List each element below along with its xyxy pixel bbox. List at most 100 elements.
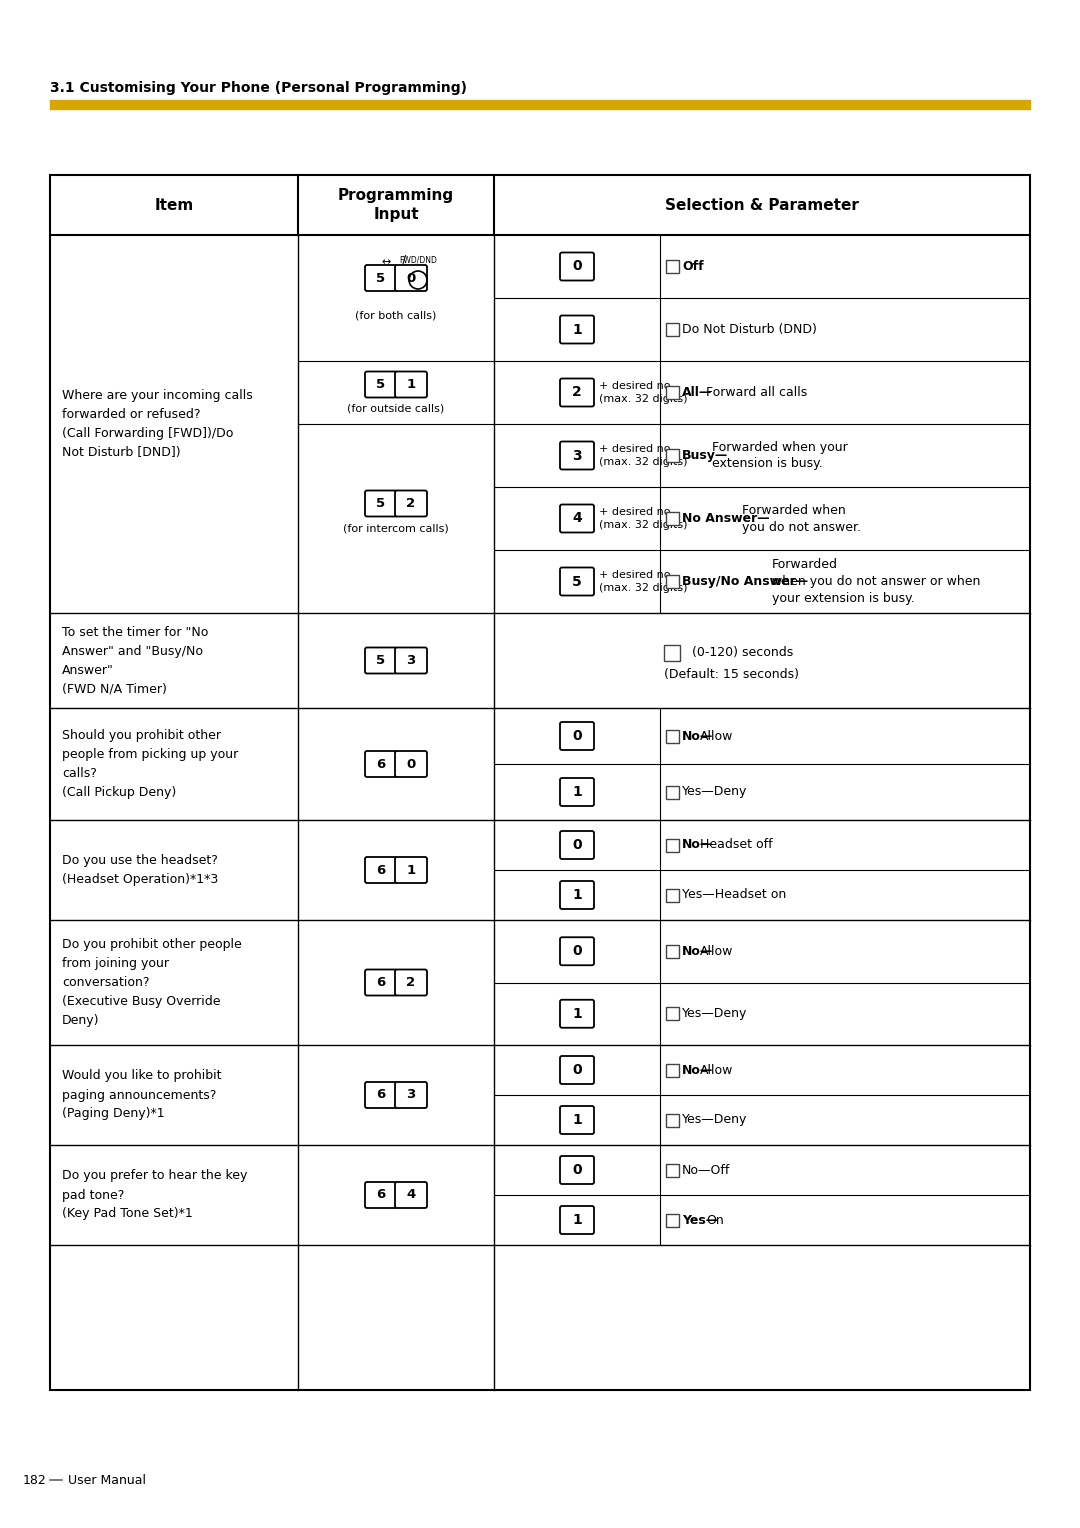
Text: 2: 2: [406, 497, 416, 510]
Text: Do you prohibit other people
from joining your
conversation?
(Executive Busy Ove: Do you prohibit other people from joinin…: [62, 938, 242, 1027]
Text: 6: 6: [376, 1189, 386, 1201]
Bar: [665, 785, 678, 799]
Text: FWD/DND: FWD/DND: [400, 255, 437, 264]
Text: Selection & Parameter: Selection & Parameter: [665, 197, 859, 212]
Text: 1: 1: [406, 863, 416, 877]
Text: Yes—: Yes—: [681, 1213, 718, 1227]
FancyBboxPatch shape: [561, 723, 594, 750]
Text: 3.1 Customising Your Phone (Personal Programming): 3.1 Customising Your Phone (Personal Pro…: [50, 81, 467, 95]
Text: ↔: ↔: [381, 257, 391, 267]
Text: 1: 1: [572, 1112, 582, 1128]
Text: Allow: Allow: [700, 1063, 733, 1077]
Text: /: /: [402, 254, 406, 266]
Text: Yes—Deny: Yes—Deny: [681, 785, 747, 799]
Bar: [665, 322, 678, 336]
Text: 6: 6: [376, 1088, 386, 1102]
Text: 0: 0: [406, 272, 416, 284]
Text: (Default: 15 seconds): (Default: 15 seconds): [664, 668, 799, 681]
Text: Forwarded when your
extension is busy.: Forwarded when your extension is busy.: [712, 440, 848, 471]
Text: 2: 2: [572, 385, 582, 399]
FancyBboxPatch shape: [561, 1206, 594, 1235]
Text: Forwarded when
you do not answer.: Forwarded when you do not answer.: [742, 504, 861, 533]
Text: All—: All—: [681, 387, 712, 399]
Text: No—: No—: [681, 839, 713, 851]
FancyBboxPatch shape: [365, 648, 397, 674]
Text: 5: 5: [377, 654, 386, 668]
FancyBboxPatch shape: [395, 750, 427, 778]
Text: 6: 6: [376, 863, 386, 877]
FancyBboxPatch shape: [561, 1106, 594, 1134]
Text: 1: 1: [572, 785, 582, 799]
Text: + desired no.
(max. 32 digits): + desired no. (max. 32 digits): [599, 507, 688, 530]
FancyBboxPatch shape: [365, 750, 397, 778]
FancyBboxPatch shape: [395, 648, 427, 674]
Text: Do you prefer to hear the key
pad tone?
(Key Pad Tone Set)*1: Do you prefer to hear the key pad tone? …: [62, 1169, 247, 1221]
Bar: [665, 944, 678, 958]
Text: 182: 182: [23, 1473, 46, 1487]
FancyBboxPatch shape: [561, 937, 594, 966]
Text: 5: 5: [377, 377, 386, 391]
Text: Yes—Deny: Yes—Deny: [681, 1007, 747, 1021]
FancyBboxPatch shape: [365, 264, 397, 290]
Text: Off: Off: [681, 260, 704, 274]
Text: 1: 1: [572, 1007, 582, 1021]
Text: Do Not Disturb (DND): Do Not Disturb (DND): [681, 322, 816, 336]
Text: No—: No—: [681, 1063, 713, 1077]
Text: 0: 0: [572, 837, 582, 853]
FancyBboxPatch shape: [395, 1183, 427, 1209]
FancyBboxPatch shape: [561, 831, 594, 859]
Text: 3: 3: [406, 654, 416, 668]
Text: Forward all calls: Forward all calls: [706, 387, 807, 399]
Text: Allow: Allow: [700, 729, 733, 743]
FancyBboxPatch shape: [365, 371, 397, 397]
Text: + desired no.
(max. 32 digits): + desired no. (max. 32 digits): [599, 570, 688, 593]
Text: 0: 0: [572, 1063, 582, 1077]
Text: + desired no.
(max. 32 digits): + desired no. (max. 32 digits): [599, 380, 688, 403]
FancyBboxPatch shape: [365, 1183, 397, 1209]
Text: + desired no.
(max. 32 digits): + desired no. (max. 32 digits): [599, 445, 688, 468]
Bar: [50, 176, 1030, 1390]
FancyBboxPatch shape: [561, 882, 594, 909]
Text: 2: 2: [406, 976, 416, 989]
FancyBboxPatch shape: [365, 490, 397, 516]
Text: 1: 1: [572, 888, 582, 902]
Text: (0-120) seconds: (0-120) seconds: [692, 646, 793, 659]
Bar: [665, 575, 678, 588]
Text: Busy—: Busy—: [681, 449, 728, 461]
Bar: [665, 1213, 678, 1227]
Text: 0: 0: [572, 729, 582, 743]
FancyBboxPatch shape: [365, 857, 397, 883]
Bar: [665, 512, 678, 526]
FancyBboxPatch shape: [365, 1082, 397, 1108]
Text: (for intercom calls): (for intercom calls): [343, 524, 449, 533]
FancyBboxPatch shape: [561, 379, 594, 406]
Text: Yes—Deny: Yes—Deny: [681, 1114, 747, 1126]
Bar: [665, 449, 678, 461]
FancyBboxPatch shape: [395, 1082, 427, 1108]
FancyBboxPatch shape: [561, 778, 594, 805]
Text: Item: Item: [154, 197, 193, 212]
Text: No—: No—: [681, 729, 713, 743]
FancyBboxPatch shape: [561, 504, 594, 532]
Bar: [50, 99, 1030, 108]
Bar: [665, 1114, 678, 1126]
Text: Allow: Allow: [700, 944, 733, 958]
Text: 0: 0: [572, 944, 582, 958]
FancyBboxPatch shape: [395, 264, 427, 290]
Bar: [665, 1007, 678, 1021]
Text: Yes—Headset on: Yes—Headset on: [681, 888, 786, 902]
Text: To set the timer for "No
Answer" and "Busy/No
Answer"
(FWD N/A Timer): To set the timer for "No Answer" and "Bu…: [62, 625, 208, 695]
Text: 4: 4: [572, 512, 582, 526]
Text: (for both calls): (for both calls): [355, 312, 436, 321]
Text: Should you prohibit other
people from picking up your
calls?
(Call Pickup Deny): Should you prohibit other people from pi…: [62, 729, 239, 799]
Text: 6: 6: [376, 976, 386, 989]
FancyBboxPatch shape: [561, 999, 594, 1028]
Text: 4: 4: [406, 1189, 416, 1201]
Bar: [665, 387, 678, 399]
Text: 5: 5: [377, 497, 386, 510]
Text: (for outside calls): (for outside calls): [348, 403, 445, 414]
Bar: [665, 1163, 678, 1177]
Bar: [665, 260, 678, 274]
Bar: [665, 1063, 678, 1077]
Text: Do you use the headset?
(Headset Operation)*1*3: Do you use the headset? (Headset Operati…: [62, 854, 218, 886]
